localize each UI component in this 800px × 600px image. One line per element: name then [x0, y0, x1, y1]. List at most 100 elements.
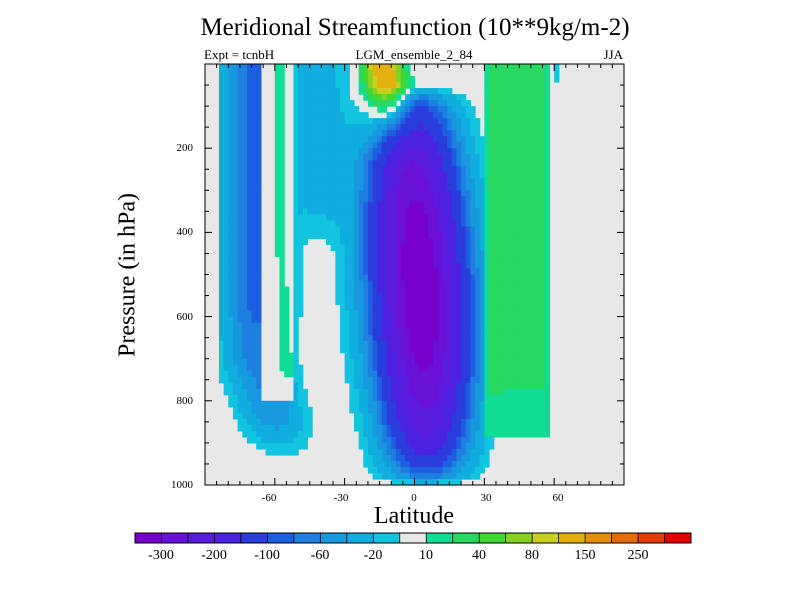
contour-cell [456, 262, 462, 270]
contour-cell [544, 370, 551, 378]
contour-cell [340, 178, 346, 185]
contour-cell [293, 298, 299, 306]
contour-cell [246, 250, 253, 258]
contour-cell [363, 118, 369, 125]
contour-cell [395, 208, 402, 215]
contour-cell [358, 184, 364, 191]
contour-cell [479, 196, 485, 203]
contour-cell [326, 184, 332, 191]
contour-cell [484, 430, 490, 438]
contour-cell [479, 226, 485, 233]
contour-cell [391, 358, 397, 366]
contour-cell [242, 262, 248, 270]
contour-cell [540, 358, 546, 366]
contour-cell [223, 352, 229, 360]
contour-cell [400, 202, 406, 209]
contour-cell [530, 118, 537, 125]
contour-cell [353, 166, 360, 173]
contour-cell [433, 316, 439, 324]
contour-cell [367, 298, 374, 306]
contour-cell [353, 304, 360, 312]
contour-cell [540, 346, 546, 354]
contour-cell [493, 352, 499, 360]
contour-cell [344, 184, 350, 191]
contour-cell [512, 130, 518, 137]
contour-cell [372, 130, 378, 137]
contour-cell [428, 250, 434, 258]
contour-cell [405, 220, 411, 227]
contour-cell [405, 274, 411, 282]
contour-cell [232, 244, 239, 252]
contour-cell [218, 172, 225, 179]
contour-cell [437, 190, 444, 197]
contour-cell [488, 256, 495, 264]
contour-cell [381, 94, 388, 101]
contour-cell [498, 166, 504, 173]
contour-cell [526, 376, 532, 384]
contour-cell [326, 208, 332, 215]
contour-cell [246, 412, 253, 420]
contour-cell [293, 310, 299, 318]
contour-cell [428, 472, 434, 480]
contour-cell [386, 400, 392, 408]
contour-cell [326, 148, 332, 155]
contour-cell [419, 478, 425, 486]
contour-cell [395, 292, 402, 300]
contour-cell [228, 358, 234, 366]
contour-cell [442, 430, 448, 438]
contour-cell [340, 250, 346, 258]
contour-cell [279, 310, 285, 318]
contour-cell [353, 400, 360, 408]
contour-cell [428, 280, 434, 288]
contour-cell [456, 226, 462, 233]
contour-cell [218, 220, 225, 227]
contour-cell [358, 214, 364, 221]
contour-cell [381, 394, 388, 402]
contour-cell [256, 424, 262, 432]
contour-cell [367, 448, 374, 456]
contour-cell [493, 70, 499, 77]
contour-cell [340, 286, 346, 294]
contour-cell [405, 364, 411, 372]
contour-cell [293, 286, 299, 294]
colorbar-swatch [452, 533, 480, 543]
contour-cell [284, 370, 290, 378]
contour-cell [488, 196, 495, 203]
contour-cell [218, 370, 225, 378]
colorbar-swatch [399, 533, 427, 543]
contour-cell [228, 100, 234, 107]
contour-cell [535, 172, 541, 179]
contour-cell [447, 322, 453, 330]
contour-cell [447, 334, 453, 342]
contour-cell [437, 460, 444, 468]
contour-cell [442, 94, 448, 101]
contour-cell [218, 112, 225, 119]
contour-cell [530, 358, 537, 366]
contour-cell [535, 340, 541, 348]
contour-cell [377, 328, 383, 336]
contour-cell [353, 130, 360, 137]
contour-cell [409, 478, 416, 486]
contour-cell [223, 112, 229, 119]
contour-cell [516, 304, 523, 312]
contour-cell [526, 178, 532, 185]
contour-cell [521, 298, 527, 306]
contour-cell [372, 100, 378, 107]
contour-cell [321, 232, 327, 240]
contour-cell [223, 190, 229, 197]
contour-cell [405, 448, 411, 456]
contour-cell [475, 364, 481, 372]
contour-cell [377, 454, 383, 462]
contour-cell [228, 322, 234, 330]
contour-cell [363, 214, 369, 221]
contour-cell [228, 244, 234, 252]
contour-cell [242, 142, 248, 149]
contour-cell [423, 154, 430, 161]
contour-cell [493, 136, 499, 143]
contour-cell [372, 382, 378, 390]
contour-cell [251, 340, 257, 348]
contour-cell [232, 118, 239, 125]
contour-cell [465, 196, 471, 203]
contour-cell [335, 226, 341, 233]
contour-cell [433, 214, 439, 221]
